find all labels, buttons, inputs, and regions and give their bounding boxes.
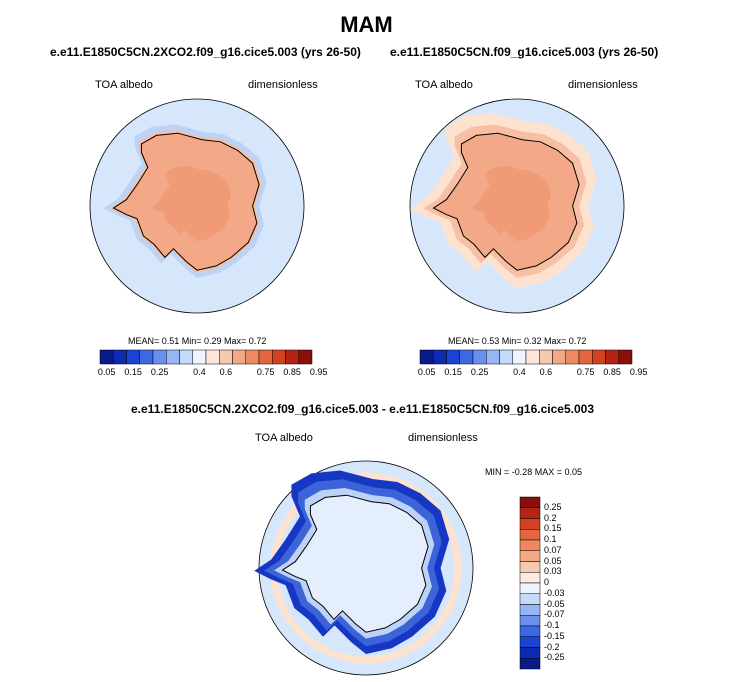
colorbar-tick-label: -0.1 — [544, 620, 560, 630]
colorbar-tick-label: -0.25 — [544, 652, 565, 663]
colorbar-cell — [519, 507, 541, 519]
colorbar-tick-label: 0.75 — [256, 367, 275, 377]
colorbar-tick-label: -0.15 — [544, 630, 565, 641]
colorbar-tick-label: 0.05 — [97, 367, 116, 377]
colorbar-tick-label: -0.07 — [544, 609, 565, 620]
plateau-high-albedo — [471, 166, 552, 242]
colorbar-cell — [519, 615, 541, 627]
figure-title: MAM — [340, 12, 393, 37]
colorbar-cell — [519, 539, 541, 551]
colorbar-tick-label: 0.75 — [576, 367, 595, 377]
plateau-high-albedo — [151, 166, 232, 242]
colorbar-cell — [519, 529, 541, 541]
colorbar-cell — [519, 496, 541, 508]
colorbar-tick-label: 0.4 — [513, 367, 526, 377]
colorbar-tick-label: 0.6 — [539, 367, 553, 377]
colorbar-tick-label: 0.05 — [417, 367, 436, 377]
antarctica-coastline — [281, 494, 429, 633]
colorbar-cell — [519, 561, 541, 573]
colorbar-cell — [519, 658, 541, 670]
colorbar-tick-label: 0 — [544, 577, 550, 587]
colorbar-tick-label: 0.25 — [544, 501, 562, 512]
colorbar-tick-label: -0.03 — [544, 587, 565, 598]
panel2-title: e.e11.E1850C5CN.f09_g16.cice5.003 (yrs 2… — [390, 45, 659, 59]
colorbar-cell — [519, 625, 541, 637]
colorbar-tick-label: 0.15 — [544, 523, 562, 534]
colorbar-cell — [519, 636, 541, 648]
colorbar-cell — [298, 349, 313, 365]
panel3-stats: MIN = -0.28 MAX = 0.05 — [485, 467, 583, 477]
colorbar-tick-label: 0.85 — [603, 367, 621, 377]
panel3-right-label: dimensionless — [408, 432, 478, 444]
colorbar-tick-label: 0.15 — [444, 367, 462, 377]
colorbar-tick-label: 0.1 — [544, 534, 557, 544]
colorbar-tick-label: 0.85 — [283, 367, 301, 377]
colorbar-tick-label: 0.07 — [544, 544, 562, 555]
colorbar-tick-label: 0.2 — [544, 512, 557, 523]
colorbar-tick-label: 0.25 — [470, 367, 489, 377]
colorbar-tick-label: 0.95 — [629, 367, 648, 377]
colorbar-cell — [519, 550, 541, 562]
panel1-title: e.e11.E1850C5CN.2XCO2.f09_g16.cice5.003 … — [50, 45, 361, 59]
colorbar-cell — [519, 582, 541, 594]
panel2-right-label: dimensionless — [568, 79, 638, 91]
panel1-stats: MEAN= 0.51 Min= 0.29 Max= 0.72 — [128, 336, 267, 346]
colorbar-cell — [519, 604, 541, 616]
colorbar-tick-label: 0.03 — [544, 566, 562, 577]
colorbar-cell — [618, 349, 633, 365]
panel3-title: e.e11.E1850C5CN.2XCO2.f09_g16.cice5.003 … — [131, 402, 594, 416]
colorbar-tick-label: 0.6 — [219, 367, 233, 377]
panel1-right-label: dimensionless — [248, 79, 318, 91]
colorbar-tick-label: -0.05 — [544, 598, 565, 609]
colorbar-tick-label: 0.05 — [544, 555, 562, 566]
colorbar-tick-label: 0.4 — [193, 367, 206, 377]
colorbar-cell — [519, 593, 541, 605]
panel1-left-label: TOA albedo — [95, 79, 153, 91]
colorbar-tick-label: 0.15 — [124, 367, 142, 377]
colorbar-tick-label: 0.95 — [309, 367, 328, 377]
colorbar-tick-label: -0.2 — [544, 641, 560, 652]
colorbar-cell — [519, 518, 541, 530]
colorbar-cell — [519, 647, 541, 659]
panel2-stats: MEAN= 0.53 Min= 0.32 Max= 0.72 — [448, 336, 587, 346]
colorbar-cell — [519, 572, 541, 584]
colorbar-tick-label: 0.25 — [150, 367, 169, 377]
panel3-left-label: TOA albedo — [255, 432, 313, 444]
panel2-left-label: TOA albedo — [415, 79, 473, 91]
